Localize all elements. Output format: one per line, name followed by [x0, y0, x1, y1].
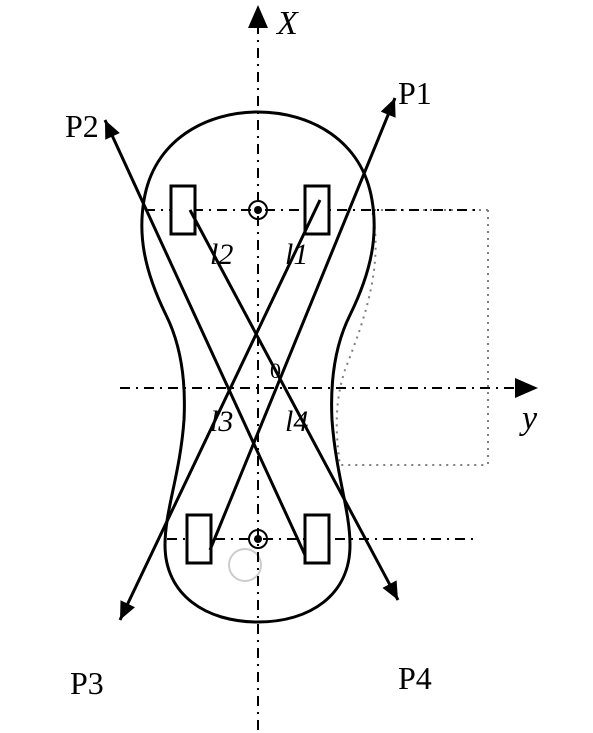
- label-P2: P2: [65, 108, 99, 145]
- label-l1: l1: [285, 238, 308, 272]
- origin-label: 0: [270, 358, 281, 383]
- label-P3: P3: [70, 665, 104, 702]
- label-P1: P1: [398, 75, 432, 112]
- x-axis-arrowhead: [248, 5, 268, 28]
- inner-dotted-contour: [337, 210, 488, 465]
- label-l3: l3: [210, 405, 233, 439]
- arrow-P2: [105, 120, 305, 555]
- hub-rear-dot: [254, 535, 262, 543]
- y-axis-arrowhead: [515, 378, 538, 398]
- label-l4: l4: [285, 405, 308, 439]
- label-l2: l2: [210, 238, 233, 272]
- arrow-P1: [210, 98, 395, 550]
- diagram-root: { "canvas": { "width": 593, "height": 73…: [0, 0, 593, 733]
- axis-label-y: y: [522, 400, 537, 438]
- label-P4: P4: [398, 660, 432, 697]
- wheel-rear-right: [305, 515, 329, 563]
- axis-label-x: X: [277, 5, 298, 43]
- hub-front-dot: [254, 206, 262, 214]
- wheel-rear-left: [187, 515, 211, 563]
- faint-circle: [229, 549, 261, 581]
